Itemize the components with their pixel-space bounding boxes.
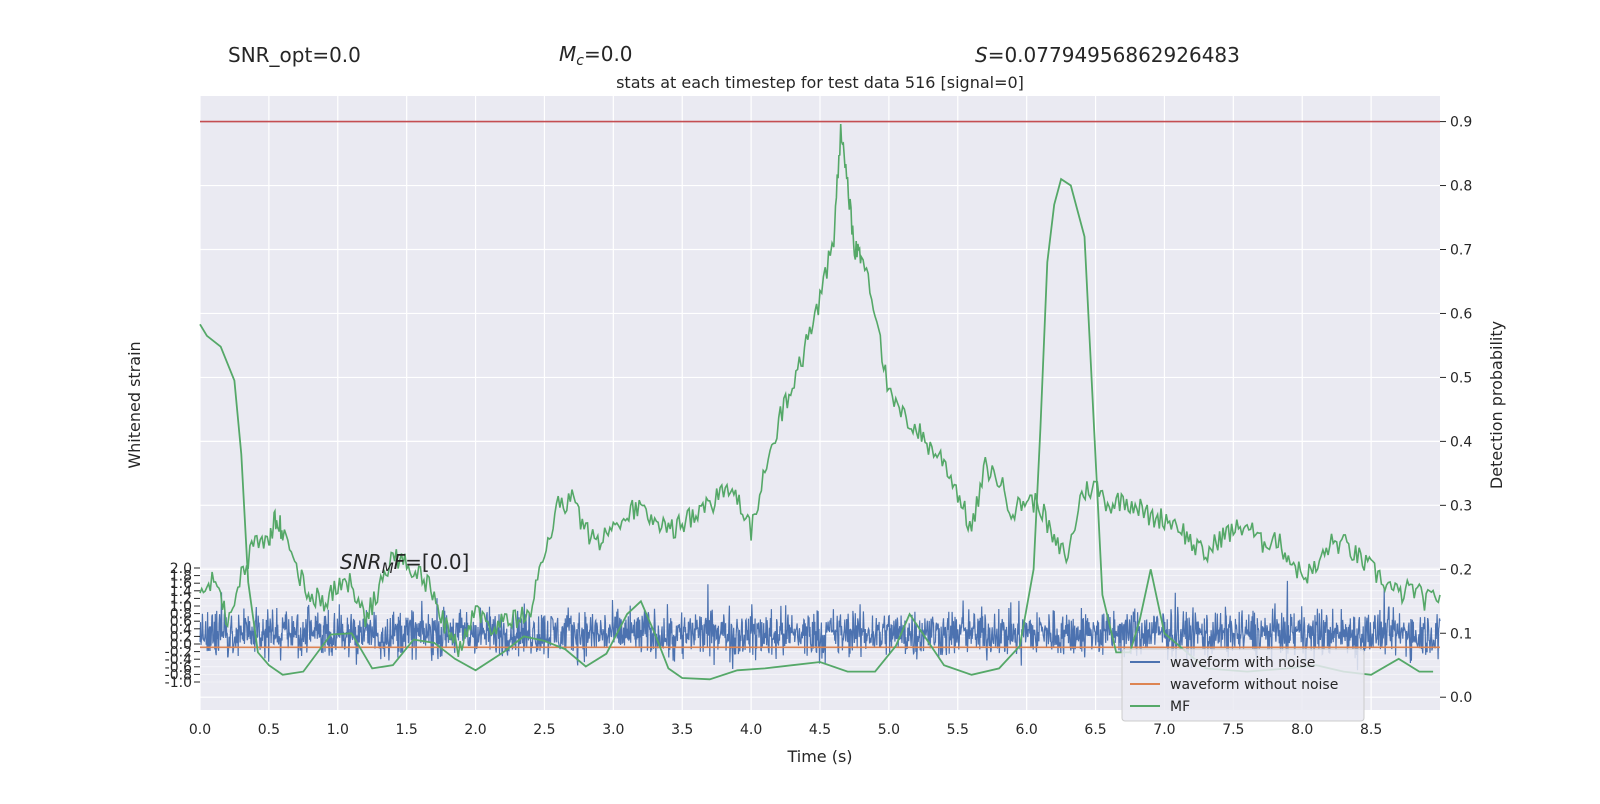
x-tick-label-3: 1.5 xyxy=(396,722,418,738)
legend-label-mf: MF xyxy=(1170,699,1190,715)
mf-line-path xyxy=(199,177,1434,681)
right-tick-label-8: 0.8 xyxy=(1450,179,1472,195)
left-tick-label-15: -1.0 xyxy=(165,675,192,691)
right-tick-label-6: 0.6 xyxy=(1450,306,1472,322)
left-tick-label-4: 1.2 xyxy=(170,591,192,607)
x-tick-label-1: 0.5 xyxy=(258,722,280,738)
x-tick-label-16: 8.0 xyxy=(1291,722,1313,738)
left-tick-label-8: 0.4 xyxy=(170,622,192,638)
left-tick-label-6: 0.8 xyxy=(170,607,192,623)
legend-box xyxy=(1121,648,1365,722)
s-statistic-label: S=0.07794956862926483 xyxy=(975,43,1240,67)
left-tick-label-14: -0.8 xyxy=(165,667,192,683)
left-tick-label-5: 1.0 xyxy=(170,599,192,615)
x-axis-label: Time (s) xyxy=(786,747,852,766)
right-tick-label-4: 0.4 xyxy=(1450,434,1472,450)
x-tick-label-6: 3.0 xyxy=(602,722,624,738)
right-tick-label-3: 0.3 xyxy=(1450,498,1472,514)
legend: waveform with noise waveform without noi… xyxy=(1121,648,1365,722)
x-tick-label-14: 7.0 xyxy=(1153,722,1175,738)
x-tick-label-11: 5.5 xyxy=(947,722,969,738)
snr-opt-label: SNR_opt=0.0 xyxy=(228,43,361,67)
left-tick-label-7: 0.6 xyxy=(170,614,192,630)
left-tick-label-9: 0.2 xyxy=(170,629,192,645)
right-tick-label-9: 0.9 xyxy=(1450,115,1472,131)
left-tick-label-1: 1.8 xyxy=(170,569,192,585)
left-tick-label-12: -0.4 xyxy=(165,652,192,668)
left-axis-label: Whitened strain xyxy=(125,341,144,468)
probability-line-path xyxy=(199,123,1441,658)
right-axis-label: Detection probability xyxy=(1487,321,1506,489)
snr-mf-label: SNRMF=[0.0] xyxy=(340,550,469,577)
mf-series xyxy=(199,177,1434,681)
x-tick-label-13: 6.5 xyxy=(1084,722,1106,738)
left-tick-label-2: 1.6 xyxy=(170,576,192,592)
right-tick-label-7: 0.7 xyxy=(1450,243,1472,259)
x-tick-label-0: 0.0 xyxy=(189,722,211,738)
x-tick-label-8: 4.0 xyxy=(740,722,762,738)
left-tick-label-0: 2.0 xyxy=(170,561,192,577)
legend-label-clean: waveform without noise xyxy=(1170,677,1338,693)
chart-title: stats at each timestep for test data 516… xyxy=(616,73,1024,92)
right-tick-label-2: 0.2 xyxy=(1450,562,1472,578)
right-tick-label-1: 0.1 xyxy=(1450,626,1472,642)
chirp-mass-label: Mc=0.0 xyxy=(559,42,633,69)
x-tick-label-7: 3.5 xyxy=(671,722,693,738)
left-tick-label-11: -0.2 xyxy=(165,645,192,661)
left-tick-label-10: 0.0 xyxy=(170,637,192,653)
x-tick-label-15: 7.5 xyxy=(1222,722,1244,738)
right-tick-label-5: 0.5 xyxy=(1450,370,1472,386)
detection-probability-series xyxy=(199,123,1441,658)
x-tick-label-5: 2.5 xyxy=(533,722,555,738)
right-tick-label-0: 0.0 xyxy=(1450,690,1472,706)
x-tick-label-12: 6.0 xyxy=(1016,722,1038,738)
x-tick-label-10: 5.0 xyxy=(878,722,900,738)
left-axis-ticks: 2.01.81.61.41.21.00.80.60.40.20.0-0.2-0.… xyxy=(165,561,200,691)
left-tick-label-3: 1.4 xyxy=(170,584,192,600)
x-tick-label-9: 4.5 xyxy=(809,722,831,738)
legend-label-noise: waveform with noise xyxy=(1170,655,1315,671)
x-axis-ticks: 0.0 0.5 1.0 1.5 2.0 2.5 3.0 3.5 4.0 4.5 5.0 5.5 6.0 6… xyxy=(189,722,1382,738)
x-tick-label-2: 1.0 xyxy=(327,722,349,738)
x-tick-label-4: 2.0 xyxy=(464,722,486,738)
right-axis-ticks: 0.0 0.1 0.2 0.3 0.4 0.5 0.6 0.7 0.8 0.9 xyxy=(1440,115,1472,706)
left-tick-label-13: -0.6 xyxy=(165,660,192,676)
x-tick-label-17: 8.5 xyxy=(1360,722,1382,738)
